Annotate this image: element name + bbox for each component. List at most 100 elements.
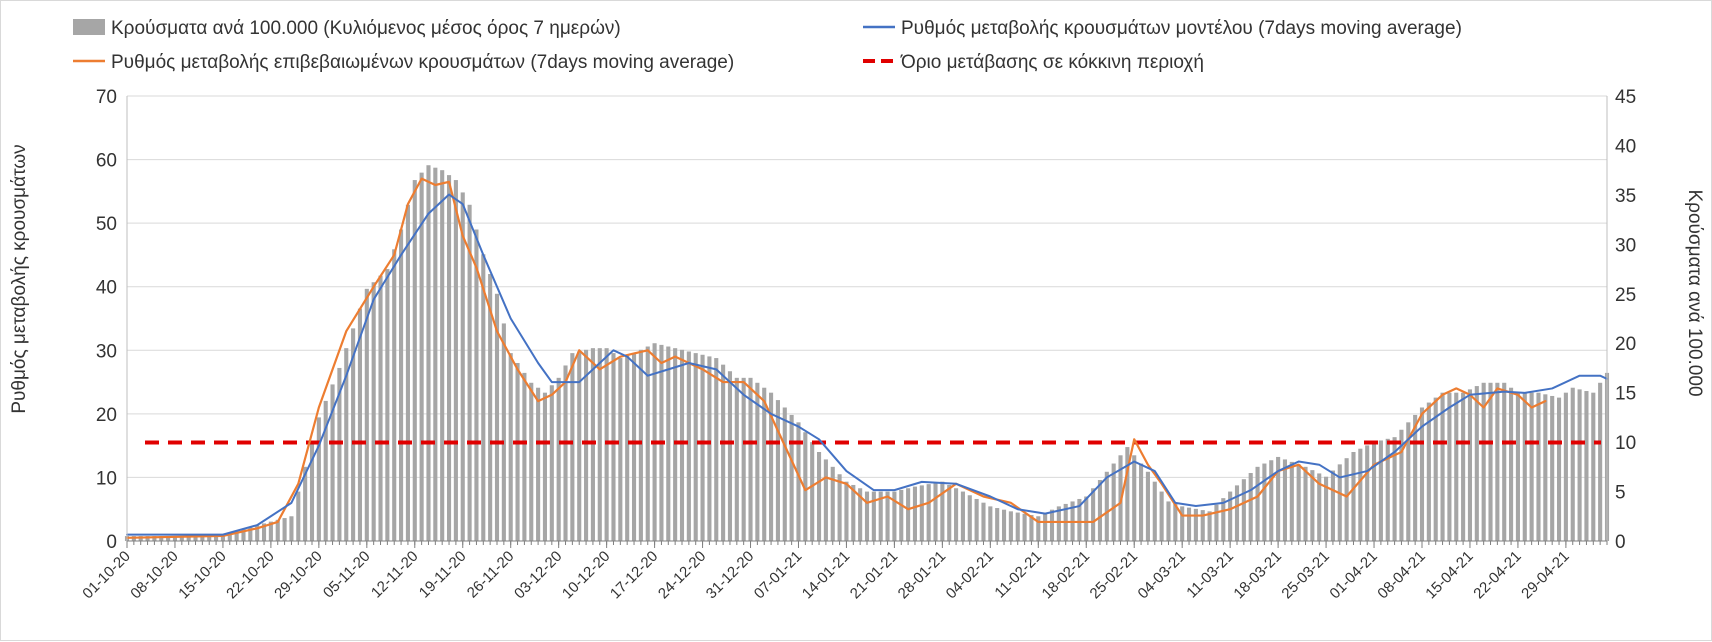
bar — [1577, 389, 1582, 541]
bar — [1358, 448, 1363, 541]
y-left-tick-label: 0 — [106, 532, 117, 553]
bar — [282, 518, 287, 541]
bar — [1447, 392, 1452, 541]
bar — [1207, 511, 1212, 541]
bar — [570, 353, 575, 541]
bar — [837, 474, 842, 541]
bar — [501, 323, 506, 541]
y-right-tick-label: 20 — [1615, 334, 1636, 355]
bar — [1392, 437, 1397, 541]
bar — [1056, 506, 1061, 541]
model-rate-line — [126, 193, 1608, 536]
bar — [789, 414, 794, 541]
bar — [1556, 397, 1562, 541]
bar — [556, 377, 561, 541]
bar — [1440, 392, 1445, 541]
bar — [1495, 382, 1500, 541]
bar — [810, 442, 815, 541]
bar — [474, 229, 479, 541]
bar — [467, 204, 472, 541]
bar — [631, 353, 637, 541]
bar — [337, 367, 342, 541]
bar — [1221, 498, 1226, 541]
bar — [488, 274, 493, 541]
bar — [207, 535, 212, 541]
x-tick-label: 04-02-21 — [943, 548, 997, 602]
legend-swatch-bars — [73, 19, 105, 35]
bar — [590, 348, 595, 541]
bar — [1433, 397, 1438, 541]
bar — [1481, 382, 1486, 541]
legend-label-threshold: Όριο μετάβασης σε κόκκινη περιοχή — [900, 52, 1204, 73]
y-right-tick-label: 45 — [1615, 87, 1636, 108]
bar — [378, 275, 383, 541]
x-tick-label: 01-04-21 — [1326, 548, 1380, 602]
x-tick-label: 03-12-20 — [511, 548, 565, 602]
bar — [734, 377, 739, 541]
x-tick-label: 29-10-20 — [271, 548, 325, 602]
bar — [940, 481, 945, 541]
bar — [851, 484, 856, 541]
bar — [1385, 438, 1390, 541]
bar — [1084, 496, 1089, 541]
bar — [399, 229, 404, 541]
y-right-tick-label: 0 — [1615, 532, 1626, 553]
y-right-tick-label: 40 — [1615, 136, 1636, 157]
bar — [926, 484, 931, 541]
x-tick-label: 15-10-20 — [175, 548, 229, 602]
bar — [200, 535, 205, 541]
y-left-tick-label: 20 — [96, 405, 117, 426]
bar — [152, 536, 157, 541]
bar — [446, 175, 452, 542]
bar — [782, 407, 787, 541]
bar — [906, 488, 911, 541]
bar — [1543, 394, 1548, 541]
x-tick-label: 31-12-20 — [703, 548, 757, 602]
bar — [919, 485, 924, 542]
bar — [255, 525, 260, 541]
x-tick-label: 08-04-21 — [1374, 548, 1428, 602]
bar — [1132, 455, 1137, 541]
bar — [1255, 466, 1260, 541]
x-tick-label: 15-04-21 — [1422, 548, 1476, 602]
bar — [892, 491, 897, 541]
bar — [1228, 491, 1233, 541]
confirmed-rate-line — [125, 177, 1547, 539]
bar — [714, 358, 719, 541]
bar — [1303, 466, 1308, 541]
bar — [769, 392, 774, 541]
bar — [995, 508, 1000, 541]
bar — [1351, 452, 1356, 541]
bar — [494, 293, 500, 541]
bar — [549, 385, 554, 541]
bar — [405, 204, 410, 541]
bar — [330, 384, 335, 541]
bar — [775, 400, 780, 541]
bar — [1077, 498, 1082, 541]
y-right-tick-label: 30 — [1615, 235, 1636, 256]
bar — [323, 400, 328, 541]
x-tick-label: 19-11-20 — [416, 548, 470, 602]
bar — [453, 180, 458, 541]
x-tick-label: 14-01-21 — [799, 548, 853, 602]
bar — [268, 521, 273, 541]
bar — [1241, 479, 1246, 541]
x-tick-label: 24-12-20 — [655, 548, 709, 602]
x-tick-label: 29-04-21 — [1518, 548, 1572, 602]
bar — [693, 353, 698, 541]
bar — [1378, 440, 1383, 541]
bar — [1570, 387, 1575, 541]
bar — [371, 282, 376, 541]
bar — [426, 165, 431, 541]
bar — [1036, 516, 1041, 541]
bar — [967, 495, 972, 541]
bar — [1529, 392, 1534, 541]
bar — [741, 377, 746, 541]
x-tick-label: 04-03-21 — [1135, 548, 1189, 602]
bar — [179, 535, 184, 541]
bar — [1371, 442, 1377, 541]
bar — [1166, 501, 1171, 541]
bar — [871, 491, 876, 541]
bar — [1330, 470, 1335, 541]
